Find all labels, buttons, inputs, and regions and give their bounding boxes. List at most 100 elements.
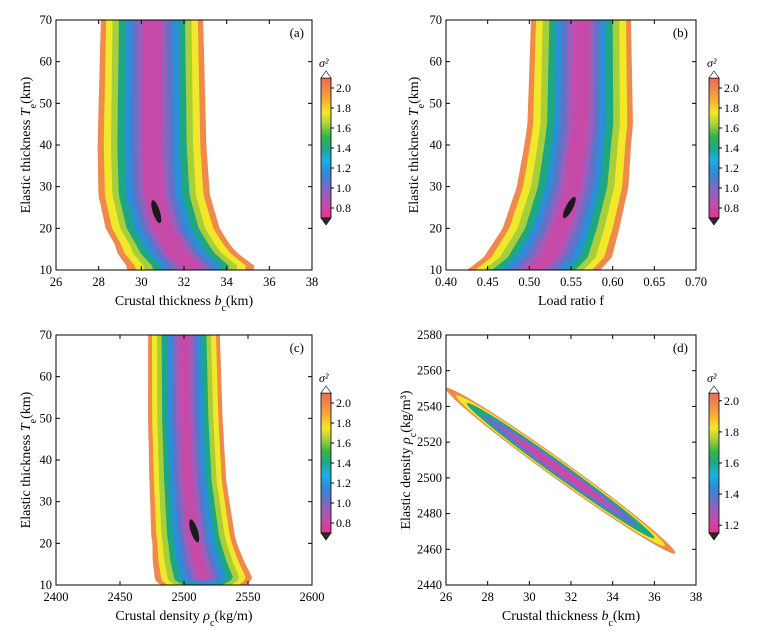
y-tick-label: 50 — [40, 96, 53, 110]
colorbar-tick-label: 0.8 — [336, 201, 351, 215]
colorbar-tick-label: 1.4 — [336, 141, 351, 155]
x-tick-label: 36 — [648, 590, 661, 604]
x-tick-label: 0.50 — [518, 275, 540, 289]
y-tick-label: 10 — [40, 263, 53, 277]
x-tick-label: 2600 — [300, 590, 325, 604]
y-tick-label: 50 — [40, 411, 53, 425]
y-tick-label: 2540 — [417, 399, 442, 413]
panel-d: 26 28 30 32 34 36 38 2440 2460 2480 2500 2520 2540 25… — [399, 328, 739, 629]
colorbar-tick-label: 1.8 — [336, 416, 351, 430]
y-tick-label: 10 — [430, 263, 443, 277]
y-tick-label: 20 — [40, 536, 53, 550]
y-tick-label: 40 — [430, 138, 443, 152]
x-tick-label: 38 — [306, 275, 319, 289]
colorbar-tick-label: 1.4 — [336, 456, 351, 470]
y-axis-label: Elastic thickness Te(km) — [19, 391, 39, 528]
x-axis-label: Load ratio f — [538, 294, 604, 309]
panel-a-field — [97, 20, 255, 270]
x-tick-label: 34 — [220, 275, 233, 289]
colorbar-tick-label: 1.0 — [336, 496, 351, 510]
y-axis-label: Elastic thickness Te(km) — [407, 76, 427, 213]
x-tick-label: 26 — [440, 590, 453, 604]
colorbar-tick-label: 2.0 — [336, 396, 351, 410]
contour-band-1-2 — [516, 439, 605, 503]
y-axis-label: Elastic thickness Te(km) — [19, 76, 39, 213]
colorbar-tick-label: 1.0 — [336, 181, 351, 195]
colorbar-tick-label: 1.2 — [724, 518, 739, 532]
panel-b: 0.40 0.45 0.50 0.55 0.60 0.65 0.70 10 20 30 40 50 60… — [407, 13, 739, 309]
panel-c-field — [148, 335, 252, 585]
colorbar-over-arrow — [320, 70, 332, 79]
minimum-marker — [562, 196, 576, 219]
colorbar: 0.8 1.0 1.2 1.4 1.6 1.8 2.0 σ² — [319, 371, 351, 541]
minimum-marker — [151, 200, 162, 224]
colorbar-tick-label: 1.6 — [336, 121, 351, 135]
x-tick-label: 0.70 — [685, 275, 707, 289]
colorbar-under-arrow — [708, 532, 720, 541]
y-tick-label: 40 — [40, 453, 53, 467]
y-tick-label: 2580 — [417, 328, 442, 342]
colorbar-tick-label: 2.0 — [724, 394, 739, 408]
x-tick-label: 0.40 — [435, 275, 457, 289]
colorbar-title: σ² — [319, 56, 329, 70]
x-tick-label: 36 — [263, 275, 276, 289]
x-tick-label: 26 — [50, 275, 63, 289]
x-tick-label: 0.60 — [602, 275, 624, 289]
y-tick-label: 30 — [40, 495, 53, 509]
colorbar-gradient — [708, 77, 720, 219]
colorbar-under-arrow — [708, 217, 720, 226]
colorbar-title: σ² — [707, 56, 717, 70]
x-tick-label: 32 — [565, 590, 578, 604]
colorbar-over-arrow — [320, 385, 332, 394]
panel-a: 26 28 30 32 34 36 38 10 20 30 40 50 60 70 (a) Crustal t… — [19, 13, 351, 314]
colorbar-tick-label: 1.8 — [724, 425, 739, 439]
colorbar-title: σ² — [319, 371, 329, 385]
x-axis-label: Crustal thickness bc(km) — [502, 609, 641, 629]
colorbar-gradient — [708, 392, 720, 534]
x-tick-label: 0.45 — [477, 275, 499, 289]
colorbar-gradient — [320, 392, 332, 534]
y-tick-label: 60 — [430, 55, 443, 69]
colorbar-tick-label: 1.6 — [724, 456, 739, 470]
colorbar-over-arrow — [708, 385, 720, 394]
y-tick-label: 2440 — [417, 578, 442, 592]
panel-label: (b) — [673, 25, 688, 40]
colorbar-tick-label: 1.6 — [724, 121, 739, 135]
y-tick-label: 70 — [40, 13, 53, 27]
y-tick-label: 60 — [40, 55, 53, 69]
x-tick-label: 2400 — [44, 590, 69, 604]
y-tick-label: 70 — [40, 328, 53, 342]
x-axis-label: Crustal density ρc(kg/m) — [115, 609, 253, 629]
minimum-marker — [189, 519, 200, 543]
colorbar-tick-label: 0.8 — [724, 201, 739, 215]
colorbar-tick-label: 1.8 — [336, 101, 351, 115]
x-tick-label: 2500 — [172, 590, 197, 604]
x-tick-label: 28 — [92, 275, 105, 289]
panel-label: (c) — [290, 340, 304, 355]
x-axis-label: Crustal thickness bc(km) — [115, 294, 254, 314]
y-tick-label: 2460 — [417, 542, 442, 556]
x-tick-label: 34 — [606, 590, 619, 604]
colorbar-title: σ² — [707, 371, 717, 385]
colorbar: 0.8 1.0 1.2 1.4 1.6 1.8 2.0 σ² — [319, 56, 351, 226]
y-axis-label: Elastic density ρc(kg/m³) — [399, 390, 419, 529]
y-tick-label: 40 — [40, 138, 53, 152]
y-tick-label: 50 — [430, 96, 443, 110]
x-tick-label: 30 — [135, 275, 148, 289]
colorbar-tick-label: 2.0 — [724, 81, 739, 95]
x-tick-label: 28 — [481, 590, 494, 604]
y-tick-label: 20 — [40, 221, 53, 235]
colorbar-under-arrow — [320, 217, 332, 226]
colorbar-tick-label: 1.4 — [724, 487, 739, 501]
colorbar-gradient — [320, 77, 332, 219]
x-tick-label: 2550 — [236, 590, 261, 604]
colorbar-tick-label: 1.2 — [336, 476, 351, 490]
plot-frame — [445, 334, 697, 586]
x-tick-label: 32 — [178, 275, 191, 289]
x-tick-label: 0.65 — [643, 275, 665, 289]
colorbar-tick-label: 2.0 — [336, 81, 351, 95]
panel-b-field — [466, 20, 633, 270]
colorbar-under-arrow — [320, 532, 332, 541]
panel-label: (a) — [290, 25, 304, 40]
